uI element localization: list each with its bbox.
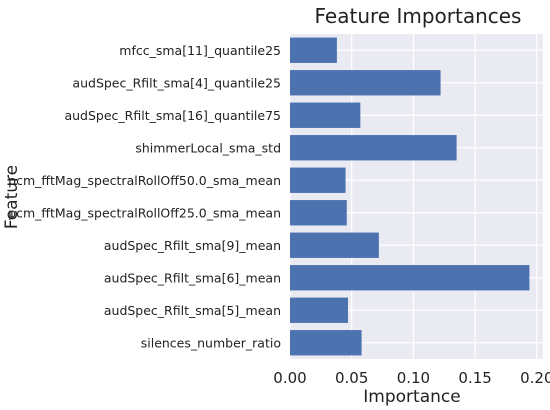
category-label: shimmerLocal_sma_std (135, 140, 281, 155)
category-labels: mfcc_sma[11]_quantile25 audSpec_Rfilt_sma… (8, 43, 281, 351)
x-tick-label: 0.00 (273, 369, 306, 387)
bar (290, 102, 361, 128)
category-label: audSpec_Rfilt_sma[6]_mean (104, 270, 281, 285)
x-axis-label: Importance (363, 387, 460, 407)
category-label: audSpec_Rfilt_sma[16]_quantile75 (64, 108, 281, 123)
x-tick-labels: 0.00 0.05 0.10 0.15 0.20 (273, 369, 550, 387)
x-tick-label: 0.10 (397, 369, 430, 387)
category-label: silences_number_ratio (141, 335, 281, 350)
bar (290, 37, 337, 63)
category-label: pcm_fftMag_spectralRollOff25.0_sma_mean (8, 205, 281, 220)
bar (290, 135, 457, 161)
x-tick-label: 0.15 (458, 369, 491, 387)
bars-group (290, 37, 530, 356)
x-tick-label: 0.05 (335, 369, 368, 387)
bar (290, 232, 379, 258)
category-label: pcm_fftMag_spectralRollOff50.0_sma_mean (8, 173, 281, 188)
bar (290, 167, 346, 193)
x-tick-label: 0.20 (520, 369, 550, 387)
category-label: mfcc_sma[11]_quantile25 (119, 43, 281, 58)
category-label: audSpec_Rfilt_sma[4]_quantile25 (72, 75, 281, 90)
bar (290, 330, 362, 356)
category-label: audSpec_Rfilt_sma[5]_mean (104, 303, 281, 318)
category-label: audSpec_Rfilt_sma[9]_mean (104, 238, 281, 253)
bar (290, 265, 530, 291)
bar (290, 200, 347, 226)
bar (290, 70, 441, 96)
bar (290, 297, 349, 323)
chart-title: Feature Importances (315, 4, 522, 28)
y-axis-label: Feature (2, 165, 22, 229)
